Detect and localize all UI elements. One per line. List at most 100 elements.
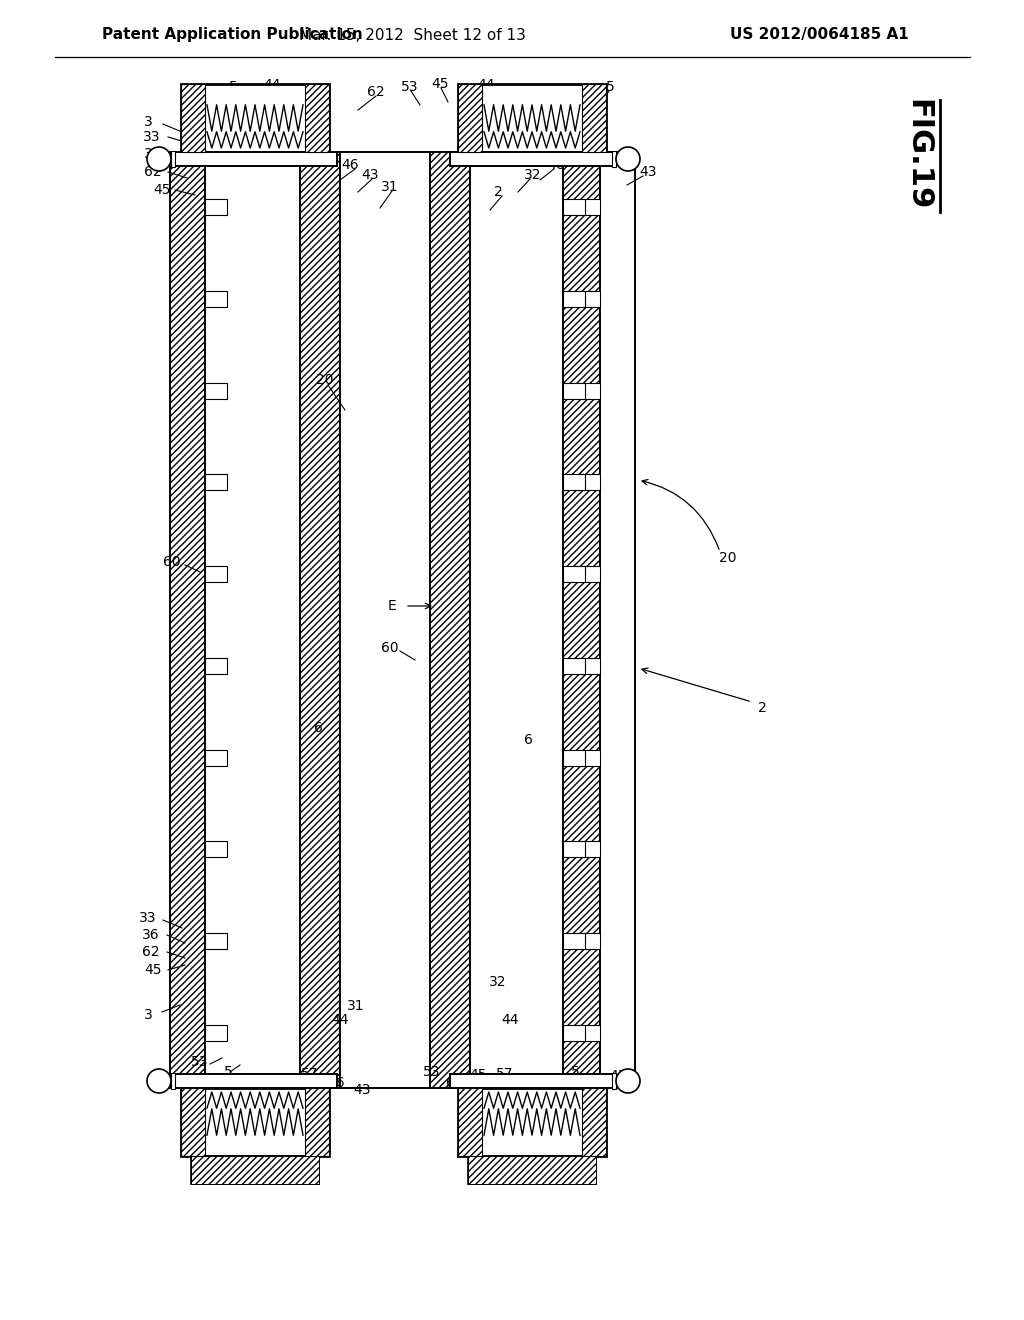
Text: 62: 62	[368, 84, 385, 99]
Text: 53: 53	[401, 81, 419, 94]
Bar	[205, 657, 227, 675]
Text: 43: 43	[639, 165, 656, 180]
Text: Mar. 15, 2012  Sheet 12 of 13: Mar. 15, 2012 Sheet 12 of 13	[299, 28, 525, 42]
Text: 20: 20	[316, 374, 334, 387]
Text: 44: 44	[263, 78, 281, 92]
Text: 44: 44	[331, 1012, 349, 1027]
Bar	[563, 841, 585, 858]
Text: 36: 36	[142, 928, 160, 942]
Bar	[563, 657, 585, 675]
Text: 46: 46	[341, 158, 358, 172]
Text: 53: 53	[423, 1065, 440, 1078]
Text: 32: 32	[524, 168, 542, 182]
Bar	[582, 1088, 606, 1156]
Bar	[470, 152, 563, 1088]
Text: FIG.19: FIG.19	[903, 99, 933, 211]
Bar	[205, 566, 227, 582]
Text: 57: 57	[497, 1067, 514, 1081]
Text: 44: 44	[477, 78, 495, 92]
Bar	[563, 152, 600, 1088]
Bar	[578, 383, 600, 399]
Bar	[563, 750, 585, 766]
Text: Patent Application Publication: Patent Application Publication	[102, 28, 362, 42]
Text: 36: 36	[144, 147, 162, 161]
Bar	[173, 1074, 337, 1088]
Text: US 2012/0064185 A1: US 2012/0064185 A1	[730, 28, 908, 42]
Bar	[458, 84, 482, 152]
Bar	[578, 474, 600, 490]
Bar	[578, 933, 600, 949]
Text: 5: 5	[223, 1065, 232, 1078]
Bar	[612, 1073, 616, 1089]
Bar	[578, 1026, 600, 1041]
Bar	[600, 152, 635, 1088]
Bar	[578, 566, 600, 582]
Bar	[563, 383, 585, 399]
Bar	[305, 1088, 329, 1156]
Text: 2: 2	[758, 701, 766, 715]
Bar	[563, 566, 585, 582]
Bar	[340, 152, 430, 1088]
Text: 32: 32	[489, 975, 507, 989]
Text: 46: 46	[547, 158, 565, 172]
Bar	[181, 84, 329, 152]
Bar	[578, 657, 600, 675]
Text: 46: 46	[524, 1074, 542, 1089]
Bar	[171, 1073, 175, 1089]
Bar	[205, 1026, 227, 1041]
Bar	[563, 1026, 585, 1041]
Bar	[191, 1156, 319, 1184]
Bar	[450, 152, 614, 166]
Bar	[430, 152, 470, 1088]
Bar	[181, 84, 205, 152]
Text: 6: 6	[313, 721, 323, 735]
Bar	[563, 290, 585, 306]
Text: 3: 3	[143, 1008, 153, 1022]
Bar	[205, 199, 227, 215]
Bar	[458, 84, 606, 152]
Text: 45: 45	[431, 77, 449, 91]
Text: 45: 45	[144, 964, 162, 977]
Bar	[612, 150, 616, 168]
Text: 6: 6	[523, 733, 532, 747]
Bar	[563, 933, 585, 949]
Bar	[458, 1088, 606, 1156]
Text: 45: 45	[154, 183, 171, 197]
Bar	[563, 474, 585, 490]
Text: 33: 33	[139, 911, 157, 925]
Bar	[205, 933, 227, 949]
Bar	[181, 1088, 205, 1156]
Text: 3: 3	[143, 115, 153, 129]
Circle shape	[147, 1069, 171, 1093]
Bar	[563, 199, 585, 215]
Bar	[578, 750, 600, 766]
Bar	[450, 1074, 614, 1088]
Bar	[205, 750, 227, 766]
Text: 43: 43	[361, 168, 379, 182]
Bar	[578, 841, 600, 858]
Bar	[191, 1156, 319, 1184]
Text: 33: 33	[143, 129, 161, 144]
Text: 44: 44	[502, 1012, 519, 1027]
Text: 57: 57	[301, 1067, 318, 1081]
Text: 45: 45	[469, 1068, 486, 1082]
Text: 43: 43	[353, 1082, 371, 1097]
Text: 60: 60	[381, 642, 398, 655]
Bar	[173, 152, 337, 166]
Text: 20: 20	[719, 550, 736, 565]
Text: E: E	[388, 599, 396, 612]
Text: 43: 43	[609, 1069, 627, 1082]
Text: 5: 5	[570, 1065, 580, 1078]
Text: 60: 60	[163, 554, 181, 569]
Text: 5: 5	[228, 81, 238, 94]
Bar	[205, 841, 227, 858]
Bar	[170, 152, 205, 1088]
Bar	[171, 150, 175, 168]
Text: 62: 62	[144, 165, 162, 180]
Bar	[578, 199, 600, 215]
Bar	[458, 1088, 482, 1156]
Text: 53: 53	[197, 84, 214, 99]
Text: 2: 2	[494, 185, 503, 199]
Text: 62: 62	[142, 945, 160, 960]
Text: 46: 46	[328, 1076, 345, 1090]
